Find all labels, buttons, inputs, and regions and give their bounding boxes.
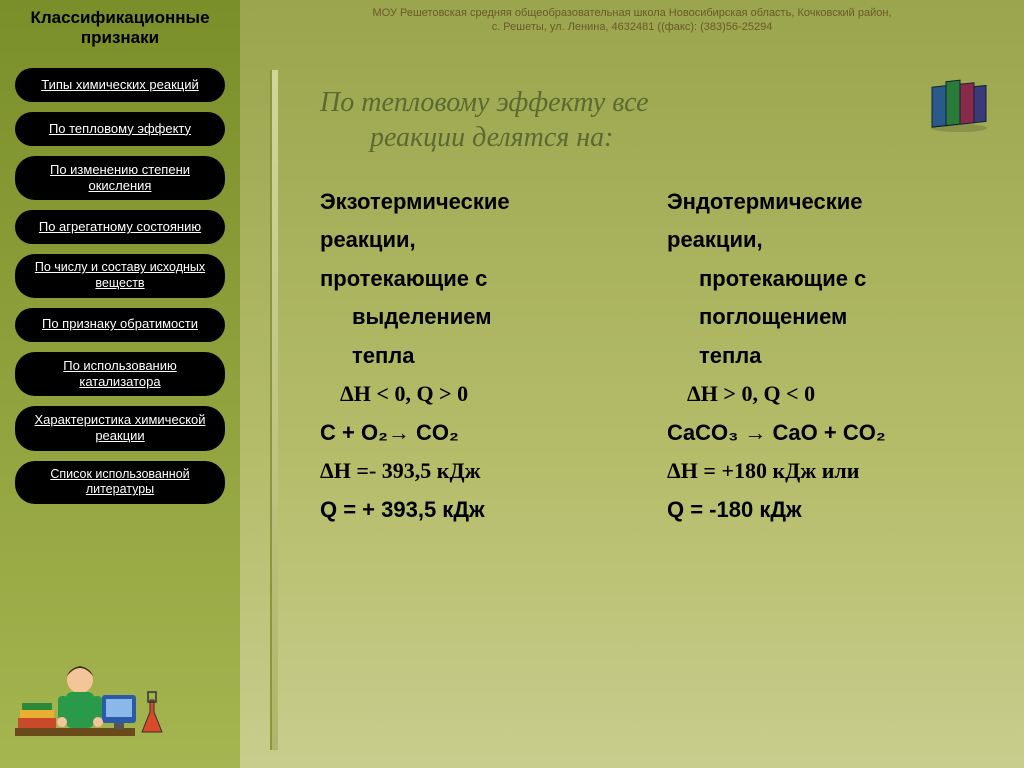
header-line1: МОУ Решетовская средняя общеобразователь… — [260, 6, 1004, 20]
slide-title: По тепловому эффекту все реакции делятся… — [320, 85, 984, 155]
slide-content: По тепловому эффекту все реакции делятся… — [240, 35, 1024, 530]
nav-characteristic[interactable]: Характеристика химической реакции — [15, 406, 225, 451]
exo-text: выделением — [352, 298, 637, 337]
nav-catalyst[interactable]: По использованию катализатора — [15, 352, 225, 397]
column-endothermic: Эндотермические реакции, протекающие с п… — [667, 183, 984, 530]
exo-q: Q = + 393,5 кДж — [320, 491, 637, 530]
nav-aggregate[interactable]: По агрегатному состоянию — [15, 210, 225, 244]
exo-formula: ΔH < 0, Q > 0 — [340, 375, 637, 414]
exo-text: протекающие с — [320, 260, 637, 299]
nav-label: По числу и составу исходных веществ — [25, 260, 215, 291]
nav-label: Характеристика химической реакции — [25, 412, 215, 445]
endo-dh: ΔH = +180 кДж или — [667, 452, 984, 491]
main-content: МОУ Решетовская средняя общеобразователь… — [240, 0, 1024, 768]
exo-dh: ΔH =- 393,5 кДж — [320, 452, 637, 491]
exo-text: реакции, — [320, 221, 637, 260]
endo-formula: ΔH > 0, Q < 0 — [687, 375, 984, 414]
endo-q: Q = -180 кДж — [667, 491, 984, 530]
exo-heading: Экзотермические — [320, 183, 637, 222]
school-header: МОУ Решетовская средняя общеобразователь… — [240, 0, 1024, 35]
nav-thermal[interactable]: По тепловому эффекту — [15, 112, 225, 146]
sidebar-title: Классификационные признаки — [30, 8, 209, 49]
columns: Экзотермические реакции, протекающие с в… — [320, 183, 984, 530]
column-exothermic: Экзотермические реакции, протекающие с в… — [320, 183, 637, 530]
nav-label: По агрегатному состоянию — [39, 219, 201, 235]
exo-text: тепла — [352, 337, 637, 376]
title-line1: По тепловому эффекту все — [320, 87, 649, 118]
nav-label: По использованию катализатора — [25, 358, 215, 391]
nav-label: Список использованной литературы — [25, 467, 215, 498]
sidebar-title-line2: признаки — [30, 28, 209, 48]
endo-text: поглощением — [699, 298, 984, 337]
endo-text: реакции, — [667, 221, 984, 260]
nav-reversibility[interactable]: По признаку обратимости — [15, 308, 225, 342]
nav-label: По изменению степени окисления — [25, 162, 215, 195]
nav-bibliography[interactable]: Список использованной литературы — [15, 461, 225, 504]
header-line2: с. Решеты, ул. Ленина, 4632481 ((факс): … — [260, 20, 1004, 34]
title-line2: реакции делятся на: — [370, 120, 614, 155]
endo-heading: Эндотермические — [667, 183, 984, 222]
books-stack-icon — [924, 70, 994, 134]
nav-label: Типы химических реакций — [41, 77, 199, 93]
accent-bar — [270, 70, 278, 750]
nav-oxidation[interactable]: По изменению степени окисления — [15, 156, 225, 201]
nav-types[interactable]: Типы химических реакций — [15, 68, 225, 102]
scientist-illustration-icon — [10, 640, 230, 760]
endo-text: тепла — [699, 337, 984, 376]
endo-equation: CaCO₃ → CaO + CO₂ — [667, 414, 984, 453]
sidebar-title-line1: Классификационные — [30, 8, 209, 28]
exo-equation: C + O₂→ CO₂ — [320, 414, 637, 453]
nav-composition[interactable]: По числу и составу исходных веществ — [15, 254, 225, 297]
endo-text: протекающие с — [699, 260, 984, 299]
sidebar: Классификационные признаки Типы химическ… — [0, 0, 240, 768]
nav-label: По тепловому эффекту — [49, 121, 191, 137]
nav-label: По признаку обратимости — [42, 316, 198, 332]
